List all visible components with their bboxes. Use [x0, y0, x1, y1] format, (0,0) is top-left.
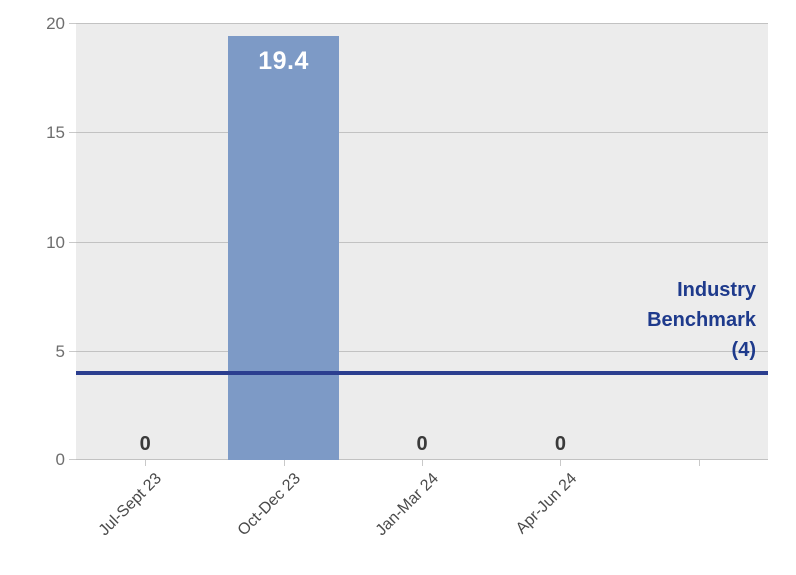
x-axis-tick-jan-mar-24: [422, 460, 423, 466]
y-axis-tick-20: [69, 23, 76, 24]
x-axis-label-oct-dec-23: Oct-Dec 23: [234, 470, 304, 540]
y-axis-tick-0: [69, 459, 76, 460]
x-axis-tick-4: [698, 460, 700, 466]
industry-benchmark-label: Industry Benchmark (4): [647, 275, 756, 365]
industry-benchmark-line: [76, 370, 768, 375]
y-axis-tick-10: [69, 241, 76, 243]
gridline-y-20: [76, 23, 768, 24]
gridline-y-15: [76, 132, 768, 134]
x-axis-label-apr-jun-24: Apr-Jun 24: [513, 470, 581, 538]
gridline-y-0: [76, 459, 768, 460]
gridline-y-10: [76, 241, 768, 243]
y-axis-label-10: 10: [46, 232, 65, 252]
zero-value-label-apr-jun-24: 0: [554, 433, 566, 455]
benchmark-label-line-2: Benchmark: [647, 308, 756, 331]
y-axis-label-0: 0: [55, 450, 65, 469]
bar-value-label-oct-dec-23: 19.4: [258, 47, 309, 76]
benchmark-label-line-3: (4): [731, 338, 756, 361]
y-axis-label-15: 15: [46, 123, 65, 143]
y-axis-tick-15: [69, 132, 76, 134]
x-axis-label-jan-mar-24: Jan-Mar 24: [372, 470, 443, 540]
plot-area: 0 19.4 0 0: [76, 23, 768, 460]
gridline-y-5: [76, 350, 768, 352]
x-axis-label-jul-sept-23: Jul-Sept 23: [95, 470, 166, 540]
x-axis-tick-apr-jun-24: [560, 460, 562, 466]
zero-value-label-jul-sept-23: 0: [139, 433, 151, 455]
y-axis-label-5: 5: [55, 341, 65, 361]
bar-oct-dec-23: [228, 36, 340, 460]
y-axis-tick-5: [69, 350, 76, 352]
benchmark-label-line-1: Industry: [677, 278, 756, 301]
x-axis-tick-oct-dec-23: [283, 460, 285, 466]
x-axis-tick-jul-sept-23: [145, 460, 147, 466]
zero-value-label-jan-mar-24: 0: [416, 433, 428, 455]
y-axis-label-20: 20: [46, 14, 65, 33]
